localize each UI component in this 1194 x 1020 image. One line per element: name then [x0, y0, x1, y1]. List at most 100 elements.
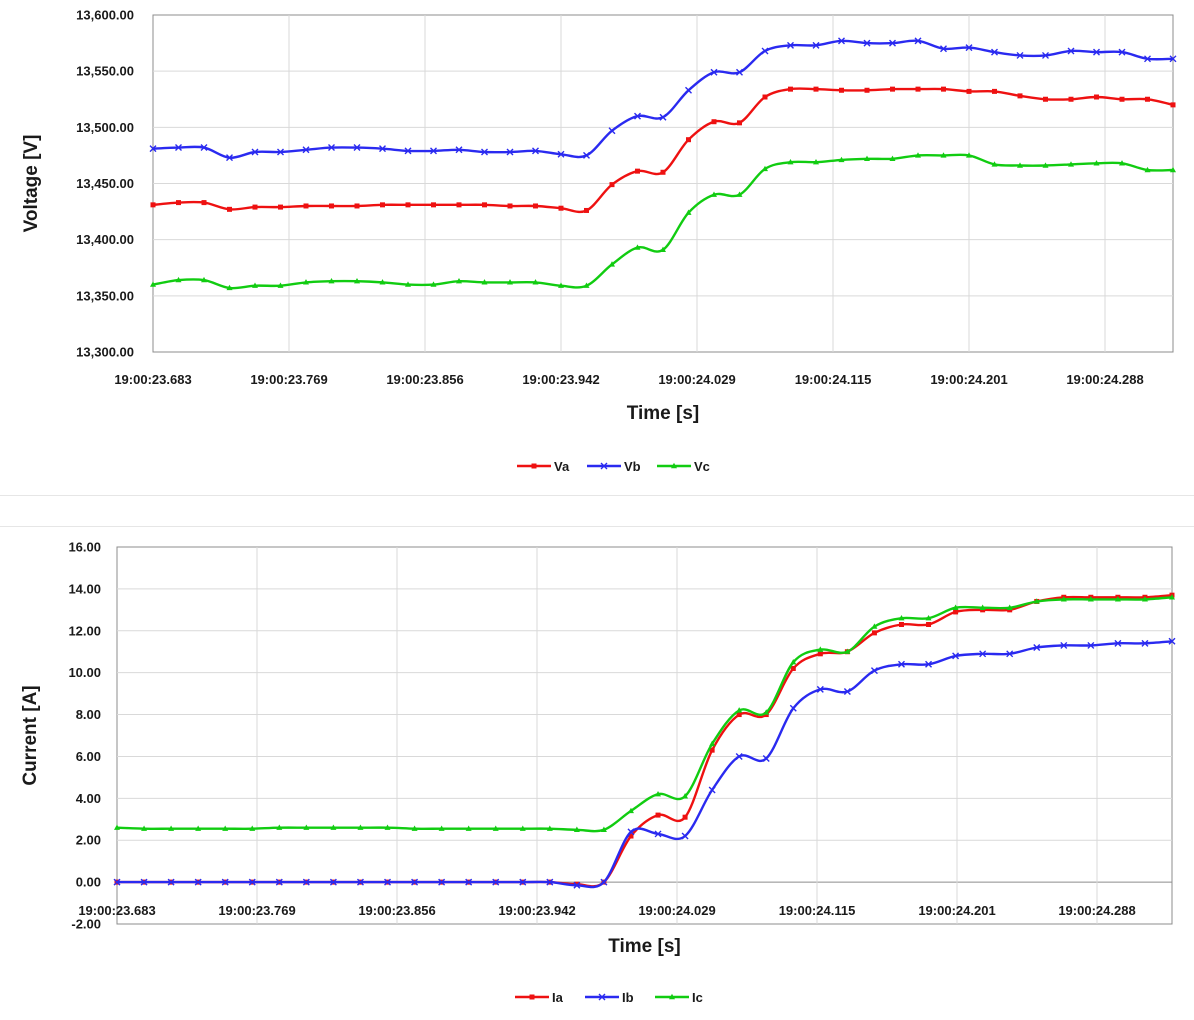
current-data-point-ic [168, 825, 175, 831]
voltage-data-point-vc [787, 158, 794, 165]
current-data-point-ib [952, 652, 960, 660]
voltage-data-point-vc [1144, 166, 1151, 173]
current-data-point-ib [465, 878, 473, 886]
current-data-point-ic [357, 824, 364, 830]
current-data-point-ia [898, 621, 904, 627]
current-series-line-ib [116, 640, 1173, 889]
voltage-data-point-va [711, 119, 717, 125]
voltage-data-point-vc [660, 246, 666, 252]
voltage-data-point-vc [685, 209, 692, 215]
current-data-point-ic [979, 604, 986, 610]
current-data-point-ic [465, 825, 472, 831]
voltage-data-point-va [533, 203, 538, 209]
current-series-ib [113, 637, 1176, 889]
voltage-legend-marker-va [531, 463, 537, 469]
voltage-data-point-va [1017, 93, 1023, 99]
voltage-data-point-vb [226, 154, 233, 162]
current-data-point-ib [438, 878, 446, 886]
voltage-data-point-vc [1119, 160, 1125, 166]
current-data-point-ib [329, 878, 337, 886]
current-data-point-ic [600, 826, 607, 832]
current-data-point-ic [790, 658, 797, 665]
voltage-data-point-va [1145, 96, 1150, 102]
current-legend-item-ic: Ic [655, 990, 703, 1005]
current-data-point-ib [870, 667, 878, 675]
voltage-data-point-vc [354, 278, 360, 284]
voltage-data-point-vb [532, 147, 539, 155]
current-legend-marker-ib [598, 993, 606, 1001]
voltage-data-point-vb [685, 86, 692, 94]
voltage-data-point-vb [557, 150, 565, 158]
current-y-tick-label: 14.00 [68, 581, 101, 596]
voltage-y-tick-label: 13,500.00 [76, 120, 134, 135]
voltage-data-point-vb [1093, 48, 1100, 56]
voltage-x-tick-label: 19:00:24.288 [1066, 372, 1143, 387]
voltage-data-point-vc [813, 158, 819, 165]
current-data-point-ib [492, 878, 500, 886]
voltage-data-point-vc [303, 279, 309, 285]
voltage-data-point-vb [659, 113, 667, 121]
chart-divider-bottom [0, 526, 1194, 527]
voltage-data-point-vc [532, 279, 539, 285]
voltage-data-point-vb [1016, 51, 1024, 59]
current-data-point-ib [1033, 644, 1041, 652]
voltage-data-point-vb [812, 41, 820, 49]
voltage-data-point-vc [252, 282, 258, 288]
voltage-data-point-vc [762, 165, 768, 172]
current-y-tick-label: 2.00 [76, 833, 101, 848]
voltage-data-point-vb [1067, 47, 1075, 55]
voltage-data-point-vb [710, 68, 718, 76]
voltage-data-point-va [278, 204, 283, 210]
voltage-data-point-vb [251, 148, 259, 156]
voltage-data-point-vc [456, 278, 462, 284]
current-data-point-ic [114, 824, 120, 830]
voltage-data-point-vb [736, 68, 743, 76]
current-data-point-ia [655, 812, 661, 818]
current-data-point-ic [411, 825, 418, 831]
current-data-point-ib [1087, 641, 1095, 649]
chart-divider-top [0, 495, 1194, 496]
current-data-point-ic [709, 740, 716, 747]
current-legend-marker-ic [669, 993, 675, 1000]
current-data-point-ia [709, 747, 715, 753]
voltage-data-point-va [813, 86, 819, 92]
voltage-data-point-va [176, 200, 181, 206]
voltage-data-point-vb [940, 45, 947, 53]
voltage-data-point-va [150, 202, 156, 208]
voltage-legend-label-va: Va [554, 459, 570, 474]
voltage-data-point-vc [966, 152, 972, 158]
voltage-data-point-vb [277, 148, 284, 156]
voltage-data-point-va [941, 86, 946, 92]
voltage-data-point-vc [277, 282, 284, 288]
voltage-data-point-vb [455, 146, 463, 154]
voltage-data-point-vc [226, 284, 233, 291]
current-data-point-ic [1060, 596, 1067, 602]
voltage-data-point-va [890, 86, 895, 92]
voltage-data-point-vb [302, 146, 310, 154]
current-data-point-ia [736, 712, 742, 718]
voltage-series-vb [149, 37, 1177, 162]
voltage-data-point-vc [634, 244, 641, 250]
current-data-point-ic [303, 824, 310, 830]
current-data-point-ic [195, 825, 202, 831]
current-data-point-ib [735, 752, 743, 760]
current-data-point-ib [167, 878, 175, 886]
voltage-series-va [150, 86, 1176, 214]
voltage-data-point-va [584, 207, 589, 213]
voltage-data-point-va [1119, 96, 1125, 102]
voltage-data-point-va [329, 203, 334, 209]
current-data-point-ic [249, 825, 256, 831]
voltage-data-point-va [686, 137, 691, 143]
current-data-point-ib [979, 650, 987, 658]
voltage-y-tick-label: 13,600.00 [76, 8, 134, 23]
current-legend-item-ib: Ib [585, 990, 634, 1005]
current-data-point-ia [926, 621, 932, 627]
current-data-point-ia [817, 651, 823, 657]
current-plot-area [116, 546, 1173, 925]
voltage-data-point-va [558, 205, 564, 211]
current-data-point-ib [1114, 639, 1122, 647]
current-data-point-ib [140, 878, 148, 886]
voltage-data-point-va [1043, 96, 1048, 102]
current-chart-panel: -2.00 0.00 2.00 4.00 6.00 8.00 10.00 12.00 14.00… [0, 527, 1194, 1020]
voltage-x-tick-label: 19:00:23.769 [250, 372, 327, 387]
